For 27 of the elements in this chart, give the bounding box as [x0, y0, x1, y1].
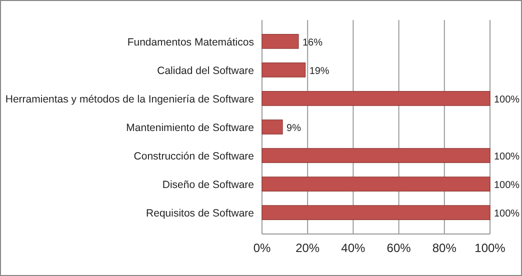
x-tick-label: 40% [341, 241, 366, 255]
data-label: 100% [494, 152, 520, 163]
bar [262, 120, 283, 134]
data-label: 19% [309, 66, 330, 77]
x-tick-label: 0% [253, 241, 271, 255]
bar [262, 148, 490, 163]
bar [262, 176, 490, 192]
y-tick-label: Requisitos de Software [146, 208, 254, 220]
y-tick-label: Herramientas y métodos de la Ingeniería de Software [5, 93, 254, 106]
bar [262, 91, 490, 106]
x-tick-label: 80% [432, 241, 457, 255]
y-tick-label: Diseño de Software [162, 179, 254, 192]
x-tick-label: 60% [386, 241, 412, 255]
x-tick-label: 100% [474, 241, 506, 255]
y-tick-label: Fundamentos Matemáticos [127, 36, 254, 48]
x-tick-label: 20% [296, 241, 320, 255]
data-label: 9% [286, 123, 302, 134]
bar [262, 62, 306, 78]
data-label: 16% [302, 37, 323, 48]
bar [262, 34, 299, 49]
data-label: 100% [494, 208, 520, 220]
y-tick-label: Construcción de Software [134, 150, 254, 163]
data-label: 100% [494, 180, 520, 192]
bar [262, 205, 490, 220]
y-tick-label: Calidad del Software [157, 64, 254, 77]
data-label: 100% [494, 94, 520, 106]
y-tick-label: Mantenimiento de Software [126, 122, 254, 134]
